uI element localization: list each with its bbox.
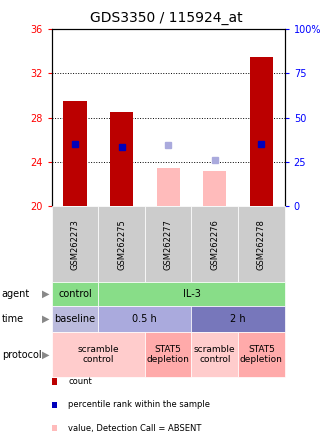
Text: STAT5
depletion: STAT5 depletion <box>147 345 189 365</box>
Bar <box>110 112 133 206</box>
Bar <box>157 168 180 206</box>
Bar <box>63 101 87 206</box>
Text: GSM262276: GSM262276 <box>210 219 219 270</box>
Text: scramble
control: scramble control <box>194 345 236 365</box>
Text: GSM262278: GSM262278 <box>257 219 266 270</box>
Text: 2 h: 2 h <box>230 314 246 324</box>
Text: GSM262275: GSM262275 <box>117 219 126 270</box>
Text: IL-3: IL-3 <box>182 289 200 299</box>
Text: count: count <box>68 377 92 386</box>
Bar <box>250 56 273 206</box>
Text: 0.5 h: 0.5 h <box>133 314 157 324</box>
Text: control: control <box>58 289 92 299</box>
Text: ▶: ▶ <box>42 314 49 324</box>
Text: STAT5
depletion: STAT5 depletion <box>240 345 283 365</box>
Text: agent: agent <box>2 289 30 299</box>
Text: GSM262277: GSM262277 <box>164 219 173 270</box>
Bar <box>203 171 226 206</box>
Text: ▶: ▶ <box>42 350 49 360</box>
Text: percentile rank within the sample: percentile rank within the sample <box>68 400 210 409</box>
Text: baseline: baseline <box>54 314 96 324</box>
Text: protocol: protocol <box>2 350 41 360</box>
Text: value, Detection Call = ABSENT: value, Detection Call = ABSENT <box>68 424 202 432</box>
Text: scramble
control: scramble control <box>77 345 119 365</box>
Text: ▶: ▶ <box>42 289 49 299</box>
Text: time: time <box>2 314 24 324</box>
Text: GDS3350 / 115924_at: GDS3350 / 115924_at <box>90 11 243 25</box>
Text: GSM262273: GSM262273 <box>70 219 80 270</box>
